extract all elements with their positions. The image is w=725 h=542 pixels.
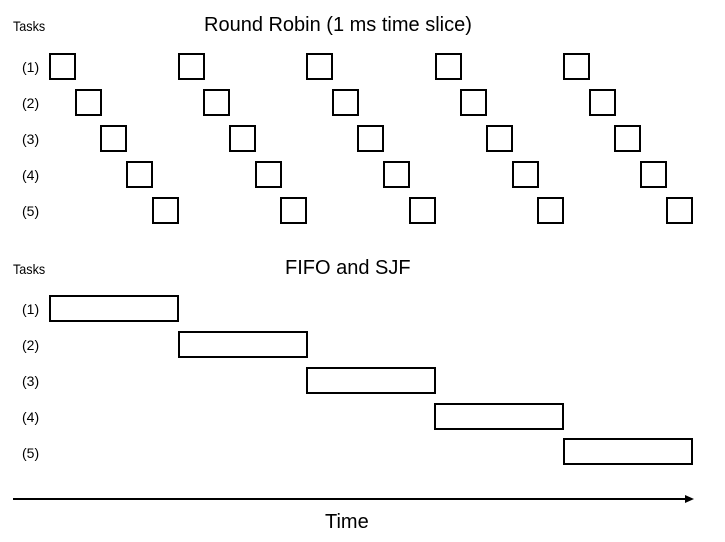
rr-task-3-slice-5 [614,125,641,152]
rr-task-2-slice-1 [75,89,102,116]
fifo-row-label-2: (2) [22,337,40,353]
rr-task-4-slice-1 [126,161,153,188]
rr-task-3-slice-4 [486,125,513,152]
fifo-row-label-3: (3) [22,373,40,389]
rr-task-4-slice-2 [255,161,282,188]
time-axis-arrowhead [685,495,694,503]
rr-task-4-slice-3 [383,161,410,188]
rr-row-label-5: (5) [22,203,40,219]
rr-task-4-slice-4 [512,161,539,188]
rr-task-5-slice-2 [280,197,307,224]
rr-task-3-slice-2 [229,125,256,152]
fifo-row-label-5: (5) [22,445,40,461]
rr-task-3-slice-3 [357,125,384,152]
fifo-sjf-title: FIFO and SJF [285,257,411,279]
round-robin-title: Round Robin (1 ms time slice) [204,14,472,36]
fifo-task-1-bar [49,295,179,322]
fifo-row-label-4: (4) [22,409,40,425]
round-robin-tasks-label: Tasks [13,18,46,34]
rr-row-label-1: (1) [22,59,40,75]
rr-task-5-slice-3 [409,197,436,224]
rr-row-label-3: (3) [22,131,40,147]
fifo-task-3-bar [306,367,436,394]
rr-task-2-slice-4 [460,89,487,116]
fifo-row-label-1: (1) [22,301,40,317]
time-axis-label: Time [325,511,369,533]
rr-task-5-slice-1 [152,197,179,224]
rr-task-3-slice-1 [100,125,127,152]
rr-task-4-slice-5 [640,161,667,188]
rr-task-1-slice-4 [435,53,462,80]
rr-task-2-slice-5 [589,89,616,116]
rr-row-label-4: (4) [22,167,40,183]
rr-task-2-slice-2 [203,89,230,116]
fifo-task-2-bar [178,331,308,358]
rr-task-2-slice-3 [332,89,359,116]
rr-task-1-slice-2 [178,53,205,80]
fifo-tasks-label: Tasks [13,261,46,277]
rr-row-label-2: (2) [22,95,40,111]
fifo-task-4-bar [434,403,564,430]
rr-task-5-slice-5 [666,197,693,224]
rr-task-1-slice-5 [563,53,590,80]
rr-task-1-slice-1 [49,53,76,80]
rr-task-1-slice-3 [306,53,333,80]
fifo-task-5-bar [563,438,693,465]
rr-task-5-slice-4 [537,197,564,224]
